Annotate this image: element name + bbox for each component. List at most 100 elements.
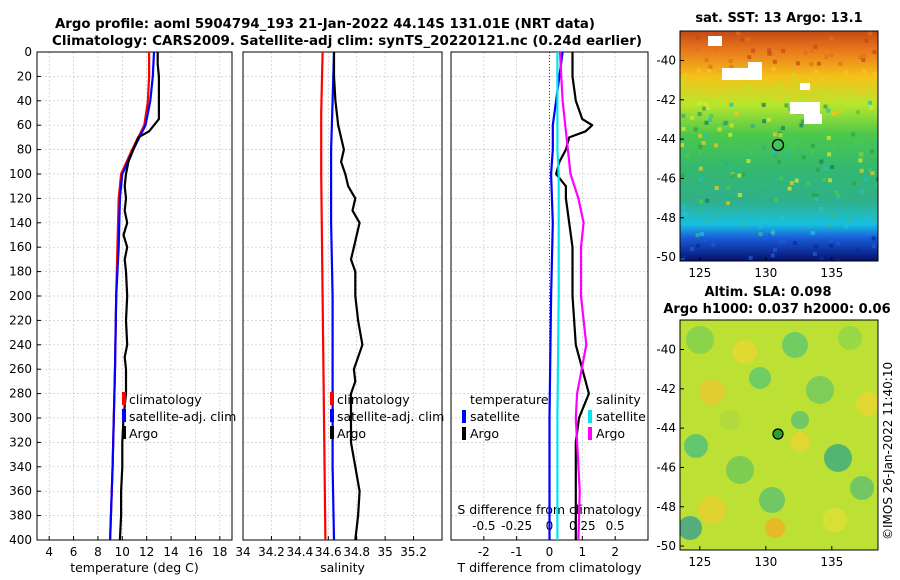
sst-pixel	[778, 132, 783, 137]
y-tick-label: 300	[9, 411, 32, 425]
sst-pixel	[761, 96, 766, 101]
sst-pixel	[758, 93, 763, 98]
map-y-tick-label: -40	[656, 53, 676, 67]
sst-pixel	[728, 132, 733, 137]
sla-eddy	[838, 326, 862, 350]
sla-map-subtitle: Argo h1000: 0.037 h2000: 0.06	[663, 302, 890, 317]
sst-pixel	[826, 135, 831, 140]
series-line-argo	[332, 52, 364, 541]
sst-pixel	[873, 71, 877, 76]
sst-pixel	[734, 112, 739, 117]
sst-pixel	[816, 167, 820, 172]
sst-map-title: sat. SST: 13 Argo: 13.1	[695, 11, 862, 26]
sst-pixel	[778, 239, 783, 244]
sst-pixel	[823, 104, 828, 109]
x-tick-label: 1	[579, 545, 587, 559]
sst-pixel	[774, 197, 779, 202]
y-tick-label: 200	[9, 289, 32, 303]
sst-pixel	[778, 127, 783, 132]
sst-pixel	[777, 160, 782, 164]
sst-cloud-gap	[790, 102, 820, 114]
map-y-tick-label: -42	[656, 93, 676, 107]
sst-pixel	[830, 165, 835, 169]
sst-pixel	[773, 247, 777, 252]
sst-map-panel: 125 130 135 -40 -42 -44 -46 -48 -50 sat. SST: 13…	[656, 11, 879, 280]
legend-header: temperature	[470, 392, 549, 407]
sst-pixel	[803, 89, 808, 94]
sst-pixel	[870, 171, 875, 176]
y-tick-label: 80	[17, 143, 32, 157]
y-tick-label: 320	[9, 435, 32, 449]
sla-eddy	[684, 434, 708, 458]
map-y-tick-label: -42	[656, 382, 676, 396]
sst-pixel	[748, 255, 753, 260]
sst-pixel	[814, 69, 818, 74]
sst-pixel	[697, 150, 702, 155]
sst-pixel	[729, 86, 734, 91]
sst-pixel	[703, 102, 708, 107]
sst-pixel	[784, 103, 789, 108]
legend-swatch	[330, 426, 334, 439]
sst-pixel	[820, 208, 825, 213]
sst-pixel	[740, 37, 745, 42]
legend-swatch	[122, 392, 126, 405]
sla-eddy	[791, 411, 809, 429]
sst-pixel	[809, 150, 814, 154]
sst-pixel	[700, 232, 704, 236]
s-tick-label: 0.5	[606, 519, 625, 533]
sst-pixel	[814, 244, 818, 249]
x-tick-label: 34	[235, 545, 250, 559]
sst-pixel	[777, 83, 782, 88]
legend-label: climatology	[337, 392, 410, 407]
axes-frame	[242, 51, 443, 541]
y-tick-label: 60	[17, 118, 32, 132]
legend-header: salinity	[596, 392, 641, 407]
sst-pixel	[714, 143, 719, 148]
sst-pixel	[702, 106, 707, 111]
sst-pixel	[711, 242, 716, 247]
sst-pixel	[868, 100, 872, 105]
map-y-tick-label: -44	[656, 132, 676, 146]
sst-pixel	[781, 126, 785, 131]
sst-pixel	[781, 239, 786, 244]
x-tick-label: 14	[163, 545, 178, 559]
sst-pixel	[829, 36, 834, 41]
legend-label: satellite-adj. clim	[129, 409, 236, 424]
sst-pixel	[834, 190, 839, 195]
sst-pixel	[826, 108, 831, 113]
sst-pixel	[816, 61, 821, 66]
sst-pixel	[852, 181, 856, 186]
sst-pixel	[826, 92, 830, 97]
y-tick-label: 0	[24, 45, 32, 59]
series-line-t-argo	[554, 52, 594, 540]
sst-pixel	[844, 69, 849, 74]
sst-pixel	[680, 77, 685, 82]
sst-pixel	[728, 59, 733, 64]
sst-pixel	[780, 214, 784, 219]
sst-pixel	[699, 210, 704, 215]
sst-pixel	[795, 61, 800, 66]
sst-pixel	[792, 98, 797, 103]
map-y-tick-label: -44	[656, 421, 676, 435]
sst-pixel	[724, 120, 729, 125]
sst-map-texture	[680, 31, 878, 261]
sst-pixel	[870, 149, 874, 154]
sst-pixel	[867, 168, 872, 172]
sst-pixel	[814, 197, 819, 202]
sst-cloud-gap	[748, 62, 762, 70]
sst-pixel	[762, 119, 766, 124]
x-tick-label: 10	[115, 545, 130, 559]
sst-pixel	[861, 58, 866, 62]
sst-pixel	[792, 241, 797, 246]
y-tick-label: 240	[9, 338, 32, 352]
sst-pixel	[717, 127, 722, 132]
legend-swatch	[588, 427, 592, 440]
sst-pixel	[827, 152, 832, 157]
x-tick-label: 35.2	[400, 545, 427, 559]
map-x-tick-label: 135	[820, 266, 843, 280]
sst-pixel	[876, 182, 878, 187]
x-tick-label: -2	[478, 545, 490, 559]
sst-pixel	[683, 73, 688, 77]
sst-pixel	[837, 109, 842, 114]
